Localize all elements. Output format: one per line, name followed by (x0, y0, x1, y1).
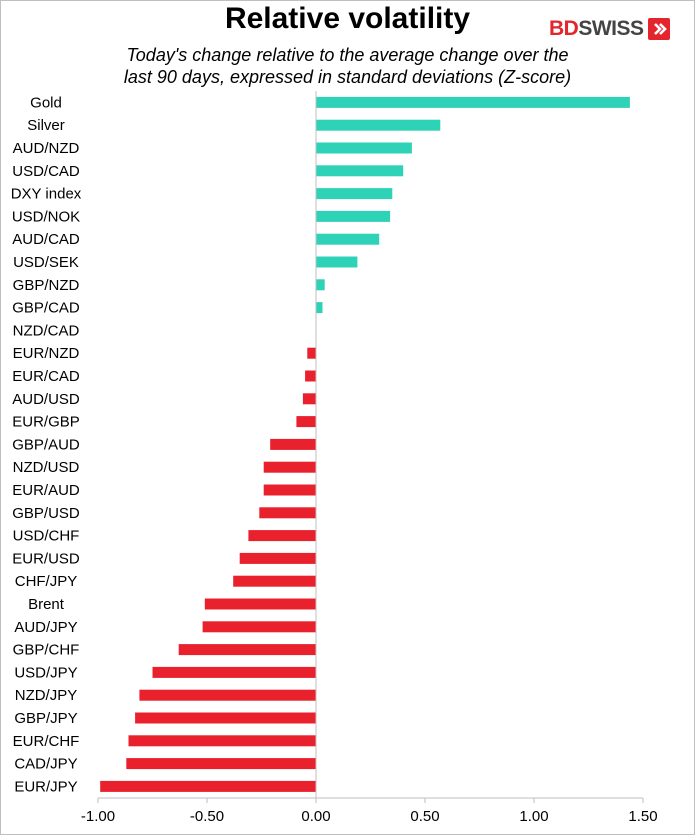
bar-usd-cad (316, 165, 404, 177)
category-label: USD/NOK (12, 208, 80, 225)
category-label: GBP/USD (12, 505, 80, 522)
category-label: EUR/GBP (12, 414, 80, 431)
bar-usd-jpy (152, 666, 316, 678)
bar-eur-aud (263, 484, 316, 496)
category-label: GBP/CAD (12, 300, 80, 317)
bar-silver (316, 119, 441, 131)
bar-chf-jpy (233, 575, 316, 587)
bar-eur-nzd (307, 347, 316, 359)
bar-usd-nok (316, 210, 391, 222)
x-tick-label: 1.00 (519, 808, 548, 825)
bdswiss-logo: BD SWISS (549, 16, 670, 42)
category-label: EUR/CAD (12, 368, 80, 385)
category-label: DXY index (11, 186, 82, 203)
bar-aud-nzd (316, 142, 412, 154)
category-label: Silver (27, 117, 65, 134)
bar-gold (316, 96, 630, 108)
bar-eur-chf (128, 735, 316, 747)
bar-nzd-jpy (139, 689, 316, 701)
bar-aud-jpy (202, 621, 316, 633)
logo-text-swiss: SWISS (578, 17, 644, 40)
x-tick-label: -1.00 (81, 808, 115, 825)
chart-subtitle: Today's change relative to the average c… (40, 44, 655, 88)
category-label: GBP/AUD (12, 436, 80, 453)
bar-gbp-cad (316, 302, 323, 314)
chart-title: Relative volatility (224, 2, 471, 35)
category-label: EUR/NZD (13, 345, 80, 362)
logo-chevron-icon (647, 18, 670, 40)
category-label: EUR/JPY (14, 778, 77, 795)
category-label: EUR/AUD (12, 482, 80, 499)
subtitle-line-1: Today's change relative to the average c… (126, 45, 569, 65)
category-label: AUD/CAD (12, 231, 80, 248)
category-label: Brent (28, 596, 65, 613)
category-label: EUR/CHF (13, 733, 80, 750)
x-tick-label: 1.50 (628, 808, 657, 825)
category-label: CHF/JPY (15, 573, 78, 590)
bar-usd-sek (316, 256, 358, 268)
category-label: GBP/NZD (13, 277, 80, 294)
category-label: GBP/JPY (14, 710, 77, 727)
bar-brent (204, 598, 316, 610)
category-label: AUD/NZD (13, 140, 80, 157)
category-label: USD/CHF (13, 528, 80, 545)
x-tick-label: 0.50 (410, 808, 439, 825)
bar-nzd-usd (263, 461, 316, 473)
bar-aud-usd (302, 393, 316, 405)
category-label: AUD/JPY (14, 619, 77, 636)
bar-gbp-nzd (316, 279, 325, 291)
bar-eur-usd (239, 552, 316, 564)
category-labels-group: Gold Silver AUD/NZD USD/CAD DXY index USD/NOK… (11, 94, 82, 795)
category-label: USD/CAD (12, 163, 80, 180)
category-label: CAD/JPY (14, 756, 77, 773)
category-label: NZD/USD (13, 459, 80, 476)
category-label: NZD/JPY (15, 687, 78, 704)
bar-aud-cad (316, 233, 380, 245)
bar-cad-jpy (126, 758, 316, 770)
category-label: Gold (30, 94, 62, 111)
x-tick-label: -0.50 (190, 808, 224, 825)
bar-gbp-jpy (135, 712, 316, 724)
category-label: USD/SEK (13, 254, 79, 271)
subtitle-line-2: last 90 days, expressed in standard devi… (123, 67, 572, 87)
logo-text-bd: BD (549, 17, 579, 40)
bar-gbp-usd (259, 507, 316, 519)
bar-eur-cad (305, 370, 316, 382)
bar-usd-chf (248, 530, 316, 542)
category-label: NZD/CAD (13, 322, 80, 339)
category-label: GBP/CHF (13, 642, 80, 659)
category-label: USD/JPY (14, 664, 77, 681)
bar-gbp-chf (178, 644, 316, 656)
bars-group (100, 96, 630, 792)
x-axis: -1.00 -0.50 0.00 0.50 1.00 1.50 (81, 797, 658, 825)
bar-eur-gbp (296, 416, 316, 428)
bar-dxy-index (316, 188, 393, 200)
bar-eur-jpy (100, 780, 316, 792)
bar-gbp-aud (270, 438, 316, 450)
x-tick-label: 0.00 (301, 808, 330, 825)
category-label: EUR/USD (12, 550, 80, 567)
category-label: AUD/USD (12, 391, 80, 408)
